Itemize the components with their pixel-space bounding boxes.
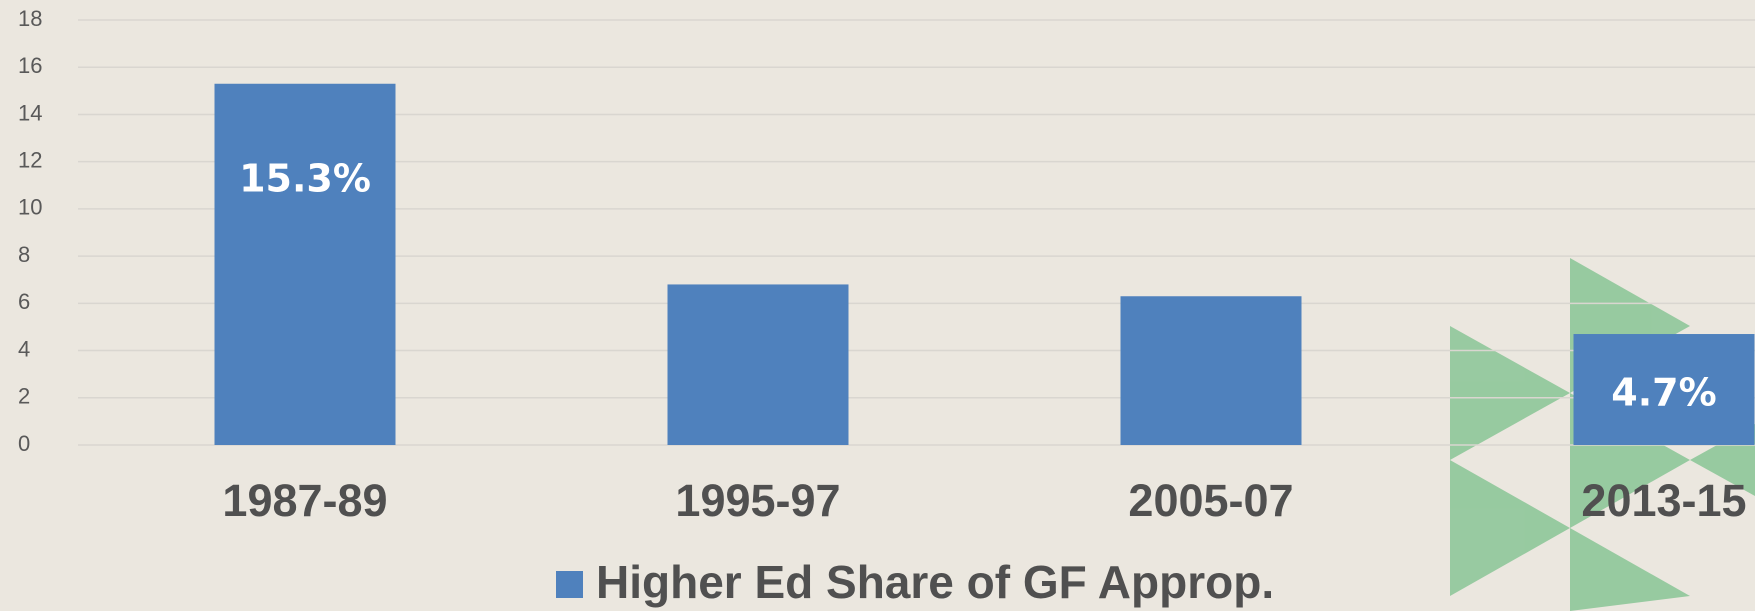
- data-label: 15.3%: [239, 156, 371, 200]
- bar: [1573, 334, 1755, 445]
- legend-swatch: [556, 571, 583, 598]
- x-tick-label: 2005-07: [1128, 475, 1293, 526]
- x-tick-label: 1995-97: [675, 475, 840, 526]
- y-tick-label: 2: [18, 384, 30, 409]
- bar: [1120, 296, 1302, 445]
- y-tick-label: 16: [18, 53, 42, 78]
- marks: 1987-89 15.3% 1995-97 2005-07 2013-15 4.7%: [214, 83, 1755, 526]
- x-tick-label: 1987-89: [222, 475, 387, 526]
- y-tick-label: 14: [18, 100, 42, 125]
- y-tick-label: 18: [18, 6, 42, 31]
- y-tick-label: 10: [18, 195, 42, 220]
- data-label: 4.7%: [1611, 371, 1716, 415]
- y-tick-label: 0: [18, 431, 30, 456]
- y-tick-label: 4: [18, 336, 30, 361]
- y-tick-label: 12: [18, 147, 42, 172]
- y-tick-label: 8: [18, 242, 30, 267]
- legend-label: Higher Ed Share of GF Approp.: [596, 556, 1274, 608]
- y-tick-label: 6: [18, 289, 30, 314]
- bar: [214, 83, 396, 445]
- x-tick-label: 2013-15: [1581, 475, 1746, 526]
- bar: [667, 284, 849, 445]
